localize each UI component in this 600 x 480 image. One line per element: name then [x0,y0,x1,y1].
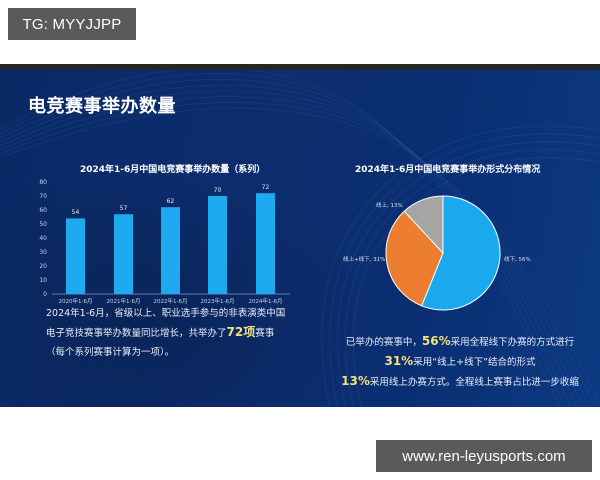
pie-label-online: 线上, 13% [376,201,403,209]
bar-2023 [208,196,227,294]
slide-title: 电竞赛事举办数量 [28,96,176,117]
y-tick: 70 [39,193,47,200]
bar-value-label: 70 [214,187,222,194]
bar-value-labels: 54 57 62 70 72 [72,184,270,216]
x-tick: 2023年1-6月 [201,297,235,305]
y-axis-ticks: 0 10 20 30 40 50 60 70 80 [39,179,47,298]
line1-suffix: 采用全程线下办赛的方式进行 [450,337,575,348]
pie-chart: 线下, 56% 线上+线下, 31% 线上, 13% [343,195,531,311]
pie-slice-online [403,195,444,255]
summary-text-left: 2024年1-6月，省级以上、职业选手参与的非表演类中国电子竞技赛事举办数量同比… [46,304,291,362]
watermark-text: www.ren-leyusports.com [402,447,566,465]
summary-right-line-1: 已举办的赛事中，56%采用全程线下办赛的方式进行 [330,332,590,352]
slide: 电竞赛事举办数量 2024年1-6月中国电竞赛事举办数量（系列） 0 10 20… [0,64,600,407]
x-tick: 2020年1-6月 [59,297,93,305]
pie-labels: 线下, 56% 线上+线下, 31% 线上, 13% [343,201,531,263]
y-tick: 80 [39,179,47,186]
pie-label-hybrid: 线上+线下, 31% [343,255,385,263]
tg-badge: TG: MYYJJPP [8,8,136,40]
watermark-badge: www.ren-leyusports.com [376,440,592,472]
tg-label: TG: MYYJJPP [22,15,122,33]
summary-right-line-3: 13%采用线上办赛方式。全程线上赛事占比进一步收缩 [330,372,590,392]
pie-slice-offline [420,195,501,311]
summary-right-line-2: 31%采用“线上+线下”结合的形式 [330,352,590,372]
line1-highlight: 56% [421,334,451,348]
line1-prefix: 已举办的赛事中， [345,337,422,348]
bar-2021 [114,214,133,294]
y-tick: 0 [43,291,47,298]
bars [66,193,275,294]
y-tick: 20 [39,263,47,270]
x-tick: 2021年1-6月 [107,297,141,305]
slide-background [0,70,600,407]
bar-value-label: 72 [262,184,270,191]
slide-top-strip [0,64,600,70]
bar-chart-title: 2024年1-6月中国电竞赛事举办数量（系列） [80,165,266,175]
bar-2020 [66,218,85,294]
pie-slice-hybrid [385,210,444,307]
y-tick: 40 [39,235,47,242]
summary-left-part2: 赛事（每个系列赛事计算为一项）。 [46,328,275,358]
x-axis-labels: 2020年1-6月 2021年1-6月 2022年1-6月 2023年1-6月 … [59,297,283,305]
line2-suffix: 采用“线上+线下”结合的形式 [413,357,536,368]
line3-highlight: 13% [341,374,370,388]
y-tick: 30 [39,249,47,256]
bar-value-label: 57 [120,205,128,212]
pie-label-offline: 线下, 56% [504,255,531,263]
bar-2024 [256,193,275,294]
bar-value-label: 54 [72,209,80,216]
summary-text-right: 已举办的赛事中，56%采用全程线下办赛的方式进行 31%采用“线上+线下”结合的… [330,332,590,392]
summary-left-highlight: 72项 [226,325,256,339]
y-tick: 50 [39,221,47,228]
line2-highlight: 31% [384,354,414,368]
summary-left-part1: 2024年1-6月，省级以上、职业选手参与的非表演类中国电子竞技赛事举办数量同比… [46,308,286,339]
line3-suffix: 采用线上办赛方式。全程线上赛事占比进一步收缩 [369,377,579,388]
pie-chart-title: 2024年1-6月中国电竞赛事举办形式分布情况 [355,165,541,175]
bar-value-label: 62 [167,198,175,205]
y-tick: 60 [39,207,47,214]
y-tick: 10 [39,277,47,284]
x-tick: 2024年1-6月 [249,297,283,305]
x-tick: 2022年1-6月 [154,297,188,305]
bar-2022 [161,207,180,294]
bar-chart: 0 10 20 30 40 50 60 70 80 54 57 62 70 72… [39,179,290,305]
